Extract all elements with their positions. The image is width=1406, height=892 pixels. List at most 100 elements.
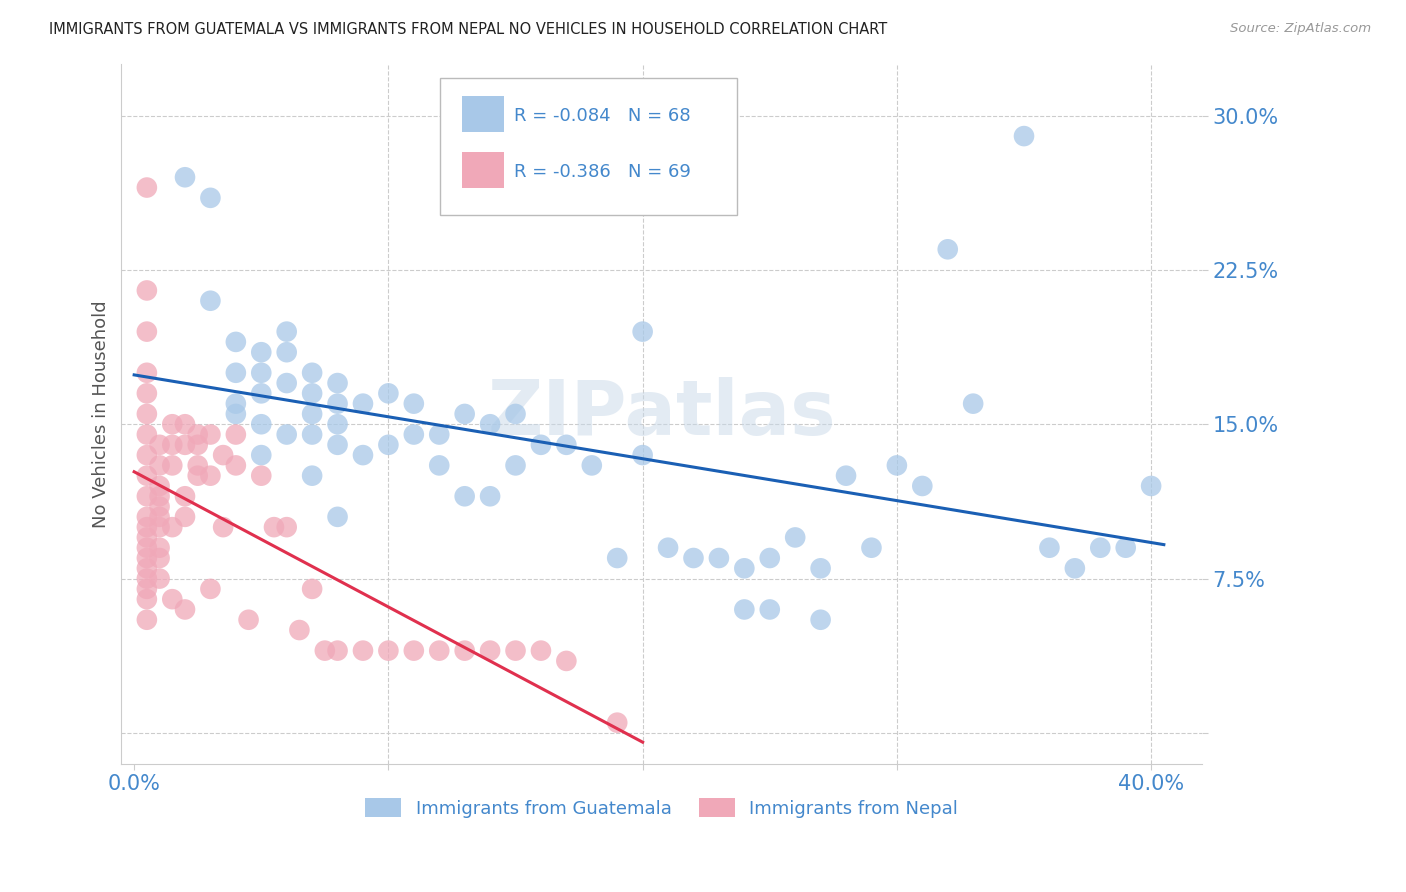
Point — [187, 427, 209, 442]
Point — [288, 623, 311, 637]
Point — [860, 541, 883, 555]
Point — [174, 417, 197, 432]
Point — [174, 509, 197, 524]
FancyBboxPatch shape — [461, 152, 503, 188]
Point — [377, 386, 399, 401]
Point — [810, 561, 832, 575]
Point — [301, 468, 323, 483]
Point — [135, 509, 157, 524]
Point — [886, 458, 908, 473]
Y-axis label: No Vehicles in Household: No Vehicles in Household — [93, 300, 110, 528]
Point — [148, 489, 170, 503]
Point — [225, 407, 247, 421]
Point — [758, 551, 780, 566]
Point — [135, 386, 157, 401]
Point — [187, 468, 209, 483]
Point — [1063, 561, 1085, 575]
Point — [758, 602, 780, 616]
Point — [555, 654, 578, 668]
Point — [1090, 541, 1112, 555]
Point — [162, 438, 184, 452]
Point — [174, 438, 197, 452]
Point — [326, 376, 349, 390]
Point — [162, 520, 184, 534]
Point — [187, 458, 209, 473]
Point — [200, 468, 222, 483]
Point — [225, 427, 247, 442]
Point — [135, 325, 157, 339]
Point — [530, 643, 553, 657]
Point — [148, 520, 170, 534]
Point — [936, 242, 959, 256]
Point — [377, 438, 399, 452]
Point — [225, 458, 247, 473]
Point — [148, 572, 170, 586]
Point — [276, 376, 298, 390]
Point — [148, 551, 170, 566]
Point — [148, 479, 170, 493]
Point — [187, 438, 209, 452]
Point — [174, 602, 197, 616]
Point — [453, 489, 475, 503]
Point — [707, 551, 730, 566]
Point — [606, 551, 628, 566]
Point — [377, 643, 399, 657]
Point — [250, 345, 273, 359]
Point — [962, 397, 984, 411]
Point — [276, 427, 298, 442]
Point — [402, 397, 425, 411]
Point — [581, 458, 603, 473]
Point — [212, 448, 235, 462]
Point — [250, 366, 273, 380]
Point — [135, 551, 157, 566]
Point — [148, 438, 170, 452]
Point — [301, 582, 323, 596]
Point — [225, 397, 247, 411]
Point — [135, 284, 157, 298]
Point — [733, 561, 755, 575]
Point — [352, 643, 374, 657]
Point — [402, 643, 425, 657]
Point — [810, 613, 832, 627]
FancyBboxPatch shape — [440, 78, 737, 214]
Point — [200, 293, 222, 308]
Point — [276, 520, 298, 534]
Point — [326, 509, 349, 524]
Point — [479, 489, 502, 503]
Point — [326, 643, 349, 657]
Point — [631, 448, 654, 462]
Point — [250, 417, 273, 432]
Point — [479, 417, 502, 432]
Point — [225, 334, 247, 349]
Point — [200, 191, 222, 205]
Point — [162, 458, 184, 473]
Point — [174, 489, 197, 503]
Point — [835, 468, 858, 483]
Point — [135, 448, 157, 462]
Point — [402, 427, 425, 442]
Point — [427, 458, 450, 473]
Point — [530, 438, 553, 452]
Point — [250, 468, 273, 483]
Point — [148, 541, 170, 555]
Point — [453, 407, 475, 421]
Text: IMMIGRANTS FROM GUATEMALA VS IMMIGRANTS FROM NEPAL NO VEHICLES IN HOUSEHOLD CORR: IMMIGRANTS FROM GUATEMALA VS IMMIGRANTS … — [49, 22, 887, 37]
Point — [682, 551, 704, 566]
Point — [250, 386, 273, 401]
Point — [314, 643, 336, 657]
Point — [427, 643, 450, 657]
Point — [276, 345, 298, 359]
Point — [555, 438, 578, 452]
Point — [135, 427, 157, 442]
Point — [657, 541, 679, 555]
Point — [733, 602, 755, 616]
Point — [1115, 541, 1137, 555]
Point — [301, 366, 323, 380]
Point — [135, 572, 157, 586]
Point — [606, 715, 628, 730]
Point — [200, 582, 222, 596]
Point — [135, 541, 157, 555]
Point — [135, 520, 157, 534]
Point — [162, 417, 184, 432]
Point — [479, 643, 502, 657]
